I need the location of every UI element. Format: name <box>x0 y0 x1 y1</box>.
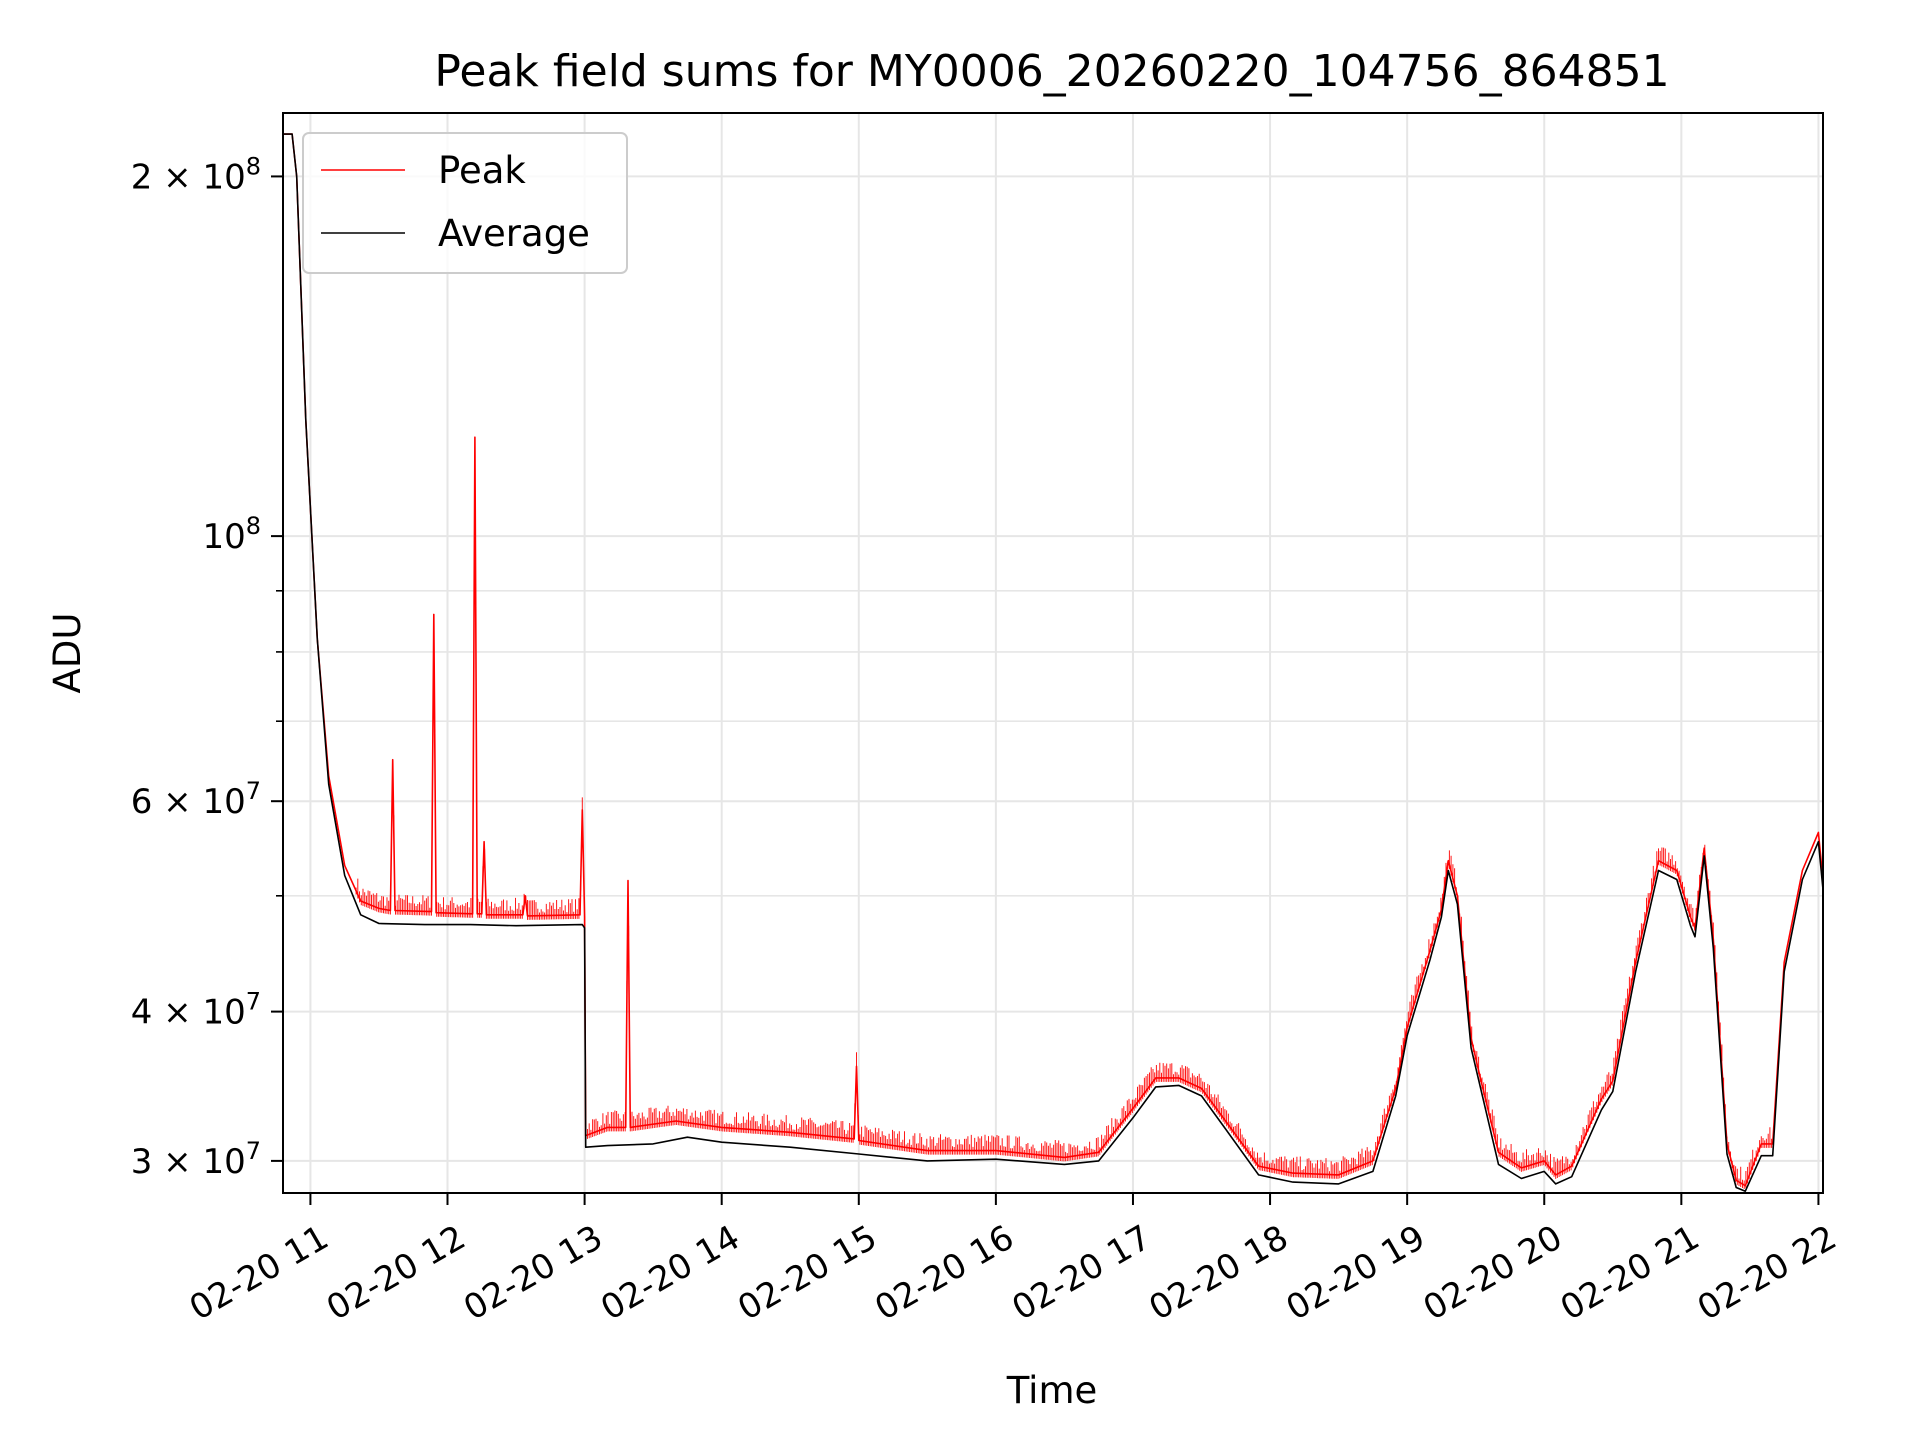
y-tick-label: 4 × 107 <box>131 988 261 1033</box>
legend-box <box>302 132 628 274</box>
legend-label-average: Average <box>438 212 590 255</box>
series-line-peak <box>283 113 1824 1187</box>
x-axis-label: Time <box>1006 1369 1098 1412</box>
y-tick-label: 108 <box>202 512 261 557</box>
series-layer <box>283 113 1824 1192</box>
y-tick-label: 6 × 107 <box>131 777 261 822</box>
y-axis-ticks: 2 × 108 108 6 × 107 4 × 107 3 × 107 <box>131 152 283 1182</box>
legend-label-peak: Peak <box>438 149 526 192</box>
y-tick-label: 3 × 107 <box>131 1137 261 1182</box>
grid-lines <box>283 113 1823 1193</box>
chart-title: Peak field sums for MY0006_20260220_1047… <box>434 46 1669 97</box>
series-line-average <box>283 113 1824 1192</box>
plot-area-frame <box>282 112 1824 1194</box>
legend: Peak Average <box>302 132 628 274</box>
y-tick-label: 2 × 108 <box>131 152 261 197</box>
y-axis-label: ADU <box>46 613 89 694</box>
